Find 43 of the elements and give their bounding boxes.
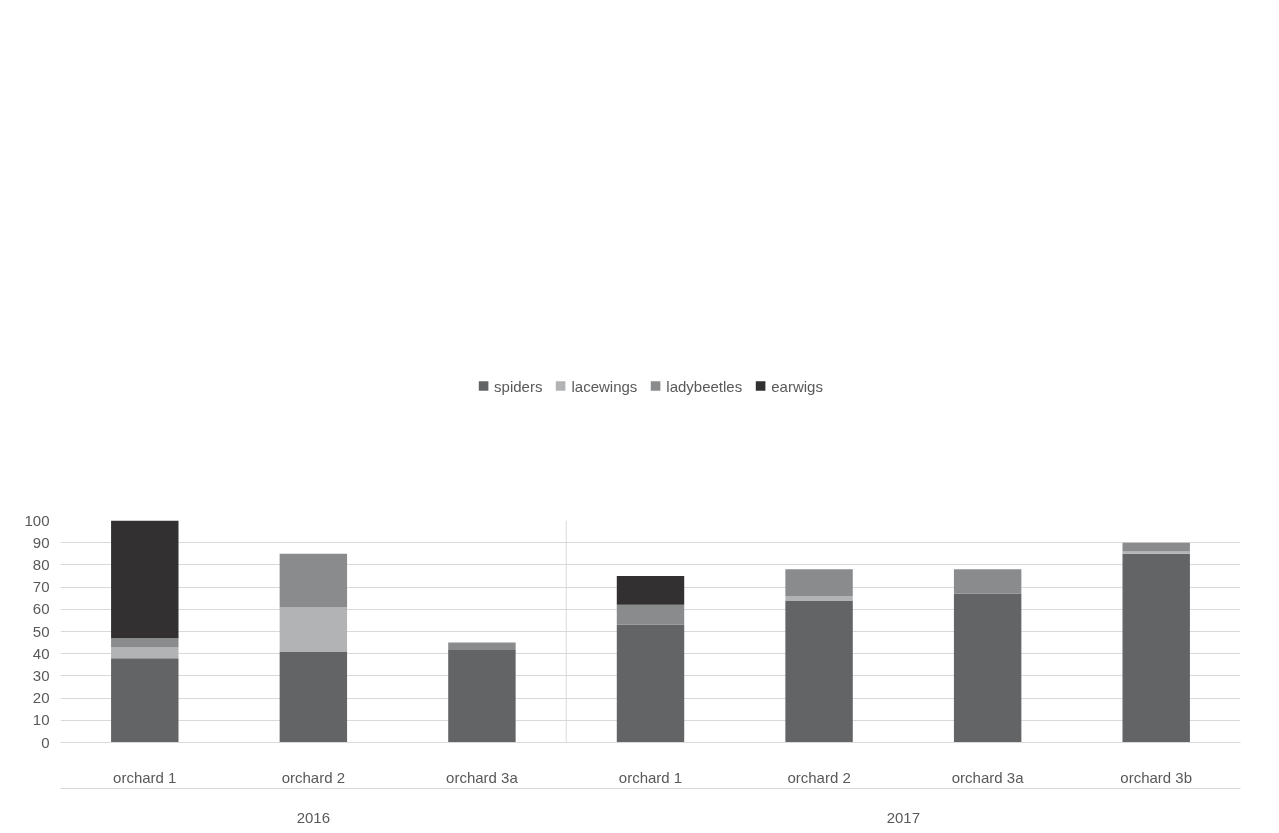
legend-label: ladybeetles bbox=[666, 377, 743, 395]
y-tick-label: 50 bbox=[32, 622, 50, 640]
x-tick-label: orchard 1 bbox=[113, 768, 177, 786]
text: 2016 bbox=[296, 808, 331, 826]
bar bbox=[279, 651, 348, 743]
bar bbox=[616, 576, 685, 605]
y-tick-label: 20 bbox=[32, 689, 50, 707]
x-tick-label: orchard 2 bbox=[281, 768, 346, 786]
bar bbox=[953, 569, 1022, 594]
y-tick-label: 60 bbox=[32, 600, 50, 618]
bar bbox=[785, 569, 853, 596]
bar bbox=[448, 649, 516, 743]
x-tick-label: orchard 3b bbox=[1120, 768, 1193, 786]
bar bbox=[111, 647, 179, 659]
text: 2017 bbox=[886, 808, 921, 826]
bar bbox=[1122, 553, 1190, 743]
bar bbox=[111, 638, 179, 648]
bar bbox=[616, 624, 685, 743]
y-tick-label: 80 bbox=[32, 555, 50, 573]
y-tick-label: 90 bbox=[32, 533, 50, 551]
x-tick-label: orchard 2 bbox=[787, 768, 851, 786]
bar bbox=[785, 595, 853, 601]
x-tick-label: orchard 1 bbox=[618, 768, 683, 786]
bar bbox=[1122, 542, 1190, 552]
bar bbox=[785, 600, 853, 743]
bar bbox=[616, 604, 685, 625]
legend-label: earwigs bbox=[771, 377, 823, 395]
y-tick-label: 70 bbox=[32, 578, 50, 596]
y-tick-label: 0 bbox=[41, 733, 50, 751]
bar bbox=[953, 593, 1022, 743]
x-tick-label: orchard 3a bbox=[951, 768, 1025, 786]
bar bbox=[448, 642, 516, 650]
bar bbox=[111, 658, 179, 743]
bar bbox=[111, 520, 179, 639]
bar bbox=[279, 553, 348, 608]
y-tick-label: 30 bbox=[32, 666, 50, 684]
x-tick-label: orchard 3a bbox=[446, 768, 519, 786]
bar bbox=[279, 607, 348, 652]
legend-label: spiders bbox=[494, 377, 543, 395]
y-tick-label: 10 bbox=[32, 711, 50, 729]
y-tick-label: 100 bbox=[24, 511, 50, 529]
y-tick-label: 40 bbox=[32, 644, 50, 662]
legend-label: lacewings bbox=[571, 377, 638, 395]
